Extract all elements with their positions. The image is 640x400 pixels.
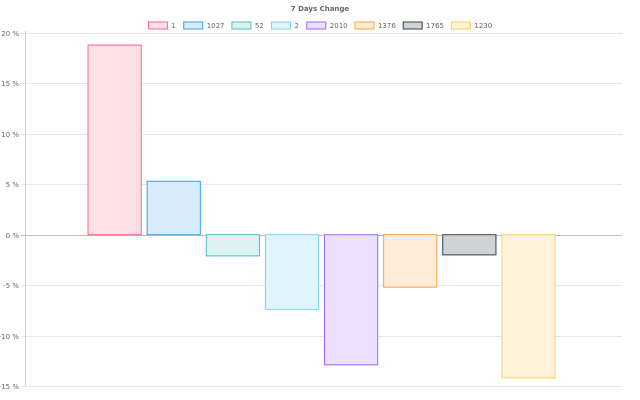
y-tick-label: -15 %: [0, 383, 19, 391]
y-axis: 20 % 15 % 10 % 5 % 0 % -5 % -10 % -15 %: [0, 30, 26, 391]
y-tick-label: 15 %: [1, 80, 19, 88]
legend-swatch-1230: [450, 21, 471, 30]
legend-swatch-2010: [306, 21, 327, 30]
chart-title: 7 Days Change: [291, 5, 350, 13]
legend: 1 1027 52 2 2010 1376 1765 1230: [147, 21, 492, 30]
y-tick-label: -5 %: [3, 282, 19, 290]
bar-2: [264, 234, 320, 310]
bar-2010: [324, 234, 379, 366]
bar-1230: [501, 234, 556, 379]
y-tick-label: 10 %: [1, 131, 19, 139]
bar-1765: [442, 234, 497, 256]
y-tick-label: 5 %: [6, 181, 20, 189]
legend-label-52: 52: [255, 22, 264, 30]
y-tick-label: 0 %: [6, 232, 20, 240]
y-tick-label: 20 %: [1, 30, 19, 38]
legend-label-1: 1: [171, 22, 175, 30]
legend-swatch-1376: [354, 21, 375, 30]
bar-1: [87, 44, 142, 236]
y-tick-label: -10 %: [0, 333, 19, 341]
bar-52: [205, 234, 260, 257]
legend-swatch-1765: [402, 21, 423, 30]
legend-label-2010: 2010: [330, 22, 348, 30]
legend-swatch-2: [271, 21, 291, 30]
bars: [87, 44, 556, 379]
legend-swatch-1027: [183, 21, 204, 30]
bar-1376: [383, 234, 438, 288]
legend-swatch-52: [231, 21, 252, 30]
legend-label-1376: 1376: [378, 22, 396, 30]
legend-label-1765: 1765: [426, 22, 444, 30]
legend-label-1027: 1027: [207, 22, 225, 30]
legend-label-2: 2: [295, 22, 299, 30]
legend-swatch-1: [147, 21, 168, 30]
legend-label-1230: 1230: [474, 22, 492, 30]
bar-1027: [146, 180, 201, 236]
